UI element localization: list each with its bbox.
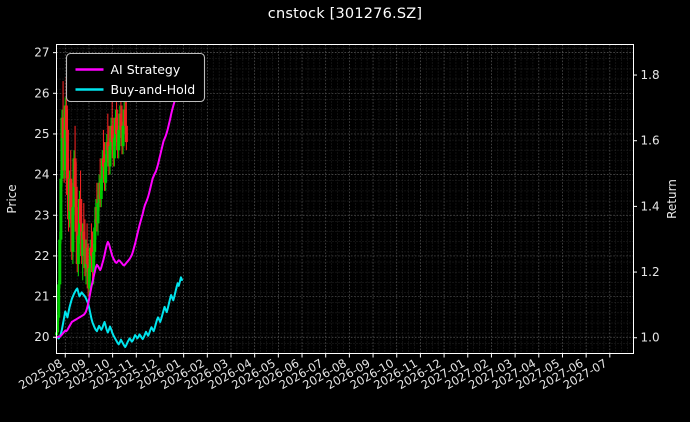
plot-frame [56,44,634,354]
candlestick-series [55,77,128,340]
legend-label-ai-strategy: AI Strategy [111,62,181,77]
ytick-label-right: 1.4 [641,199,660,213]
chart-title: cnstock [301276.SZ] [267,6,423,22]
candle [117,125,121,159]
legend-label-buy-and-hold: Buy-and-Hold [111,82,196,97]
ytick-label-right: 1.6 [641,134,660,148]
candle [69,150,73,224]
candle [59,170,63,244]
y-axis-title-left: Price [5,184,19,213]
ytick-label-right: 1.0 [641,331,660,345]
y-axis-title-right: Return [665,179,679,219]
candle [85,223,89,273]
ai-strategy-line [55,79,184,339]
candle [71,199,75,265]
candle [74,162,78,240]
buy-and-hold-line [55,276,184,348]
candle [57,280,61,321]
ytick-label-left: 27 [34,46,49,60]
ytick-label-left: 25 [34,127,49,141]
candle [100,150,104,191]
ytick-label-left: 23 [34,208,49,222]
candle [79,170,83,232]
ytick-label-right: 1.8 [641,68,660,82]
candle [65,109,69,208]
candle [112,133,116,167]
ytick-label-left: 26 [34,86,49,100]
candle [121,121,125,155]
ytick-label-left: 21 [34,290,49,304]
ytick-label-left: 20 [34,330,49,344]
candle [124,101,128,151]
candle [105,133,109,171]
ytick-label-right: 1.2 [641,265,660,279]
ytick-label-left: 22 [34,249,49,263]
grid-major [56,44,634,354]
candle [88,239,92,277]
candle [58,231,62,289]
ytick-label-left: 24 [34,168,49,182]
candle [56,314,60,336]
